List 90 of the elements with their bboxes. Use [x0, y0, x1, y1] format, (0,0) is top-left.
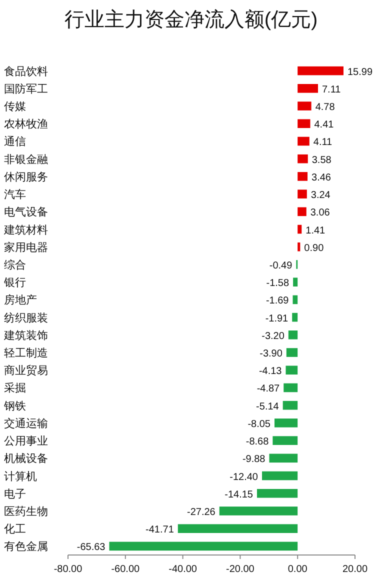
y-tick-label: 机械设备: [4, 452, 48, 466]
data-label: -41.71: [146, 524, 174, 536]
y-tick-label: 公用事业: [4, 434, 48, 448]
bar: [219, 506, 298, 516]
bar: [269, 454, 298, 463]
bar: [284, 383, 298, 392]
data-label: 4.78: [315, 102, 336, 114]
bar: [298, 190, 307, 198]
y-tick-label: 建筑材料: [3, 223, 48, 236]
data-label: -27.26: [187, 506, 216, 518]
y-tick-label: 房地产: [4, 294, 37, 307]
y-tick-label: 纺织服装: [4, 311, 48, 324]
data-label: -3.20: [262, 330, 285, 342]
y-tick-label: 农林牧渔: [4, 118, 48, 131]
bar: [298, 242, 300, 252]
y-tick-label: 传媒: [4, 101, 26, 114]
y-tick-label: 电子: [4, 487, 26, 500]
y-tick-label: 休闲服务: [4, 171, 48, 184]
bar: [298, 207, 306, 216]
bar: [298, 224, 302, 234]
data-label: 4.11: [313, 137, 333, 148]
bar: [288, 330, 298, 340]
data-label: 7.11: [322, 84, 342, 96]
data-label: 4.41: [314, 120, 334, 131]
y-tick-label: 汽车: [4, 188, 26, 202]
data-label: -65.63: [76, 542, 106, 554]
data-label: -9.88: [242, 454, 266, 466]
x-tick-label: 20.00: [342, 564, 368, 575]
y-tick-label: 非银金融: [4, 152, 48, 166]
bar: [298, 154, 308, 164]
bar: [298, 84, 318, 93]
data-label: 3.58: [312, 154, 332, 166]
data-label: -4.13: [258, 366, 282, 378]
y-tick-label: 钢铁: [3, 400, 26, 412]
data-label: -12.40: [230, 472, 258, 483]
y-tick-label: 计算机: [4, 470, 37, 483]
y-tick-label: 有色金属: [4, 541, 48, 554]
bar: [286, 348, 298, 357]
bar: [262, 471, 298, 480]
data-label: 3.46: [312, 172, 332, 184]
data-label: -1.91: [265, 313, 289, 324]
data-label: -1.69: [266, 296, 290, 307]
chart-title: 行业主力资金净流入额(亿元): [64, 8, 318, 31]
data-label: -14.15: [224, 489, 254, 500]
data-label: -4.87: [256, 384, 280, 395]
y-tick-label: 采掘: [4, 382, 26, 395]
y-tick-label: 电气设备: [4, 206, 48, 219]
bar: [274, 418, 298, 428]
bar: [298, 102, 312, 110]
bar: [298, 172, 308, 181]
bar: [109, 542, 298, 551]
y-tick-label: 化工: [4, 524, 26, 536]
bar: [293, 278, 298, 286]
bar: [298, 136, 310, 146]
y-tick-label: 银行: [3, 277, 26, 290]
bar: [292, 312, 298, 322]
y-tick-label: 通信: [4, 135, 26, 148]
bar: [282, 400, 298, 410]
y-tick-label: 国防军工: [4, 82, 48, 96]
bar: [286, 366, 298, 375]
bar: [298, 119, 310, 128]
data-label: -3.90: [260, 348, 283, 360]
x-tick-label: -60.00: [111, 564, 140, 575]
y-tick-label: 食品饮料: [4, 64, 48, 78]
y-tick-label: 轻工制造: [4, 346, 48, 360]
data-label: 1.41: [306, 225, 326, 236]
data-label: 15.99: [347, 66, 373, 78]
data-label: 3.06: [310, 208, 330, 219]
x-tick-label: -80.00: [54, 564, 83, 575]
data-label: -0.49: [269, 260, 293, 272]
bar: [272, 436, 298, 445]
x-tick-label: -40.00: [168, 564, 198, 575]
y-tick-label: 建筑装饰: [3, 328, 48, 342]
bar: [178, 524, 298, 533]
y-tick-label: 医药生物: [4, 504, 48, 518]
data-label: -5.14: [256, 401, 280, 412]
y-tick-label: 交通运输: [4, 416, 48, 430]
bar: [292, 295, 298, 304]
y-tick-label: 商业贸易: [4, 364, 48, 378]
data-label: -1.58: [266, 278, 290, 290]
y-tick-label: 家用电器: [4, 240, 48, 254]
data-label: 0.90: [304, 242, 324, 254]
bar: [256, 488, 298, 498]
x-tick-label: 0.00: [288, 564, 308, 575]
bar: [298, 66, 344, 76]
data-label: 3.24: [310, 190, 331, 202]
data-label: -8.68: [246, 436, 270, 448]
x-tick-label: -20.00: [226, 564, 255, 575]
y-tick-label: 综合: [4, 258, 26, 272]
data-label: -8.05: [248, 418, 271, 430]
